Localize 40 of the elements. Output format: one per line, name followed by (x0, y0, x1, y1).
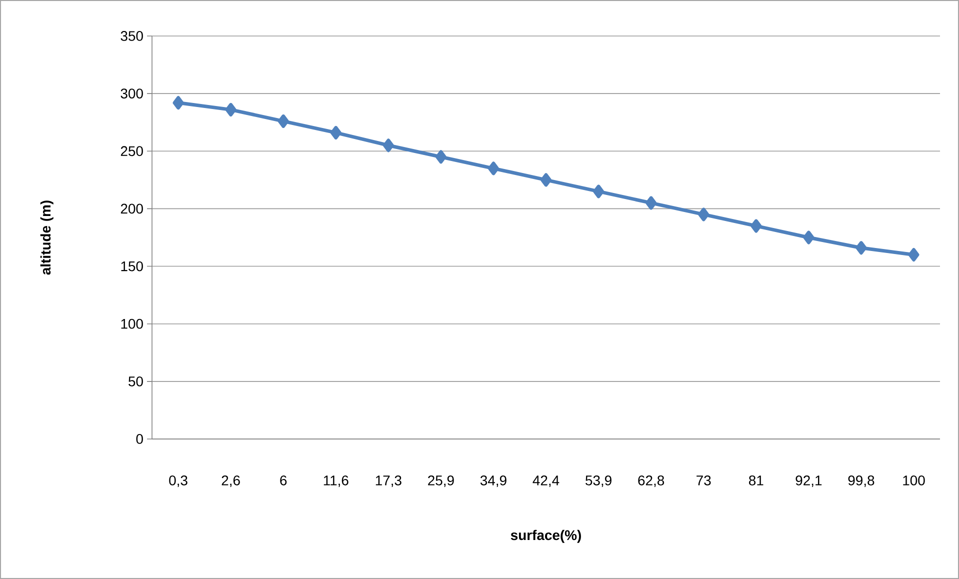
x-tick-label: 25,9 (428, 475, 454, 488)
x-tick-label: 99,8 (848, 475, 874, 488)
point (908, 248, 920, 262)
point (698, 208, 710, 222)
y-tick-label: 250 (120, 146, 143, 156)
x-tick-label: 2,6 (222, 475, 240, 488)
x-axis-title: surface(%) (510, 530, 581, 543)
x-tick-label: 62,8 (638, 475, 664, 488)
point (803, 230, 814, 244)
point (435, 150, 446, 164)
x-tick-label: 11,6 (324, 475, 348, 488)
x-tick-label: 42,4 (532, 475, 560, 488)
y-tick-label: 200 (120, 204, 143, 214)
x-tick-label: 92,1 (796, 475, 822, 488)
x-tick-label: 100 (903, 475, 925, 486)
x-tick-label: 34,9 (480, 475, 506, 488)
x-tick-label: 6 (280, 475, 287, 486)
point (330, 126, 342, 140)
point (593, 184, 604, 198)
point (488, 162, 499, 176)
x-tick-label: 53,9 (586, 475, 612, 488)
y-tick-label: 100 (121, 318, 143, 329)
point (750, 219, 762, 233)
y-tick-label: 50 (128, 376, 143, 386)
y-tick-label: 0 (136, 434, 143, 444)
point (540, 173, 552, 187)
point (278, 114, 289, 128)
point (382, 138, 394, 152)
x-tick-label: 73 (696, 475, 711, 486)
y-tick-label: 150 (121, 261, 143, 272)
point (646, 196, 657, 210)
y-axis-title: altitude (m) (40, 200, 54, 275)
point (856, 241, 867, 255)
y-tick-label: 300 (120, 88, 143, 98)
x-tick-label: 0,3 (169, 475, 188, 488)
x-tick-label: 17,3 (376, 475, 402, 488)
point (225, 102, 236, 116)
x-tick-label: 81 (748, 475, 764, 486)
point (172, 96, 184, 110)
y-tick-label: 350 (120, 31, 143, 41)
